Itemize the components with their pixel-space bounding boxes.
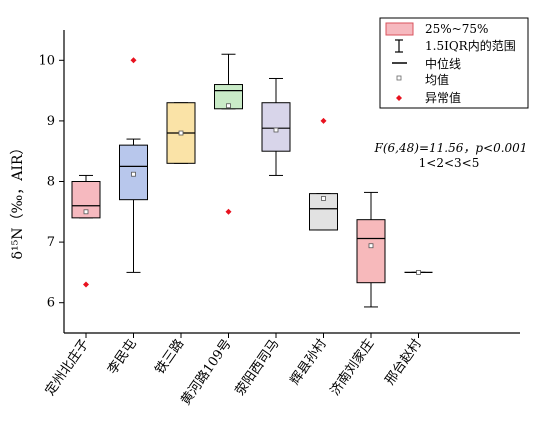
x-tick-label: 辉县孙村 bbox=[288, 337, 330, 388]
box-2 bbox=[119, 57, 148, 273]
box-8 bbox=[404, 269, 433, 275]
mean-marker bbox=[178, 130, 184, 136]
outlier-point bbox=[225, 208, 232, 215]
x-tick-label: 济南刘家庄 bbox=[327, 336, 377, 398]
iqr-box bbox=[261, 102, 291, 152]
legend-whisker-swatch bbox=[395, 39, 403, 53]
y-axis-label: δ¹⁵N（‰，AIR） bbox=[10, 141, 26, 260]
box-6 bbox=[309, 117, 338, 231]
x-tick-label: 铁三路 bbox=[152, 336, 187, 377]
mean-marker bbox=[416, 269, 421, 275]
mean-marker bbox=[83, 209, 89, 215]
legend-item-mean: 均值 bbox=[425, 72, 449, 87]
outlier-point bbox=[83, 281, 89, 288]
box-4 bbox=[214, 53, 243, 215]
x-tick-label: 邢台赵村 bbox=[383, 337, 425, 388]
y-tick-label: 8 bbox=[47, 175, 55, 190]
y-tick-label: 7 bbox=[47, 235, 55, 250]
legend-item-median: 中位线 bbox=[425, 56, 461, 71]
order-annotation: 1<2<3<5 bbox=[419, 156, 480, 170]
y-tick-label: 10 bbox=[38, 53, 55, 68]
legend-box-swatch bbox=[385, 22, 414, 36]
y-ticks: 6 7 8 9 10 bbox=[38, 53, 64, 311]
boxes bbox=[71, 53, 433, 308]
outlier-point bbox=[130, 57, 137, 64]
mean-marker bbox=[226, 103, 231, 109]
y-tick-label: 9 bbox=[47, 114, 55, 129]
box-3 bbox=[166, 102, 196, 164]
x-tick-label: 李民屯 bbox=[105, 337, 140, 378]
legend-item-whisker: 1.5IQR内的范围 bbox=[425, 38, 516, 53]
y-tick-label: 6 bbox=[47, 296, 55, 311]
stat-annotation: F(6,48)=11.56，p<0.001 bbox=[374, 141, 528, 155]
iqr-box bbox=[356, 219, 386, 284]
legend-item-outlier: 异常值 bbox=[425, 90, 461, 105]
legend-mean-swatch bbox=[396, 75, 402, 81]
x-tick-label: 黄河路109号 bbox=[178, 336, 235, 408]
legend-item-box: 25%~75% bbox=[425, 22, 488, 36]
box-1 bbox=[71, 174, 101, 288]
legend: 25%~75% 1.5IQR内的范围 中位线 均值 异常值 bbox=[379, 17, 529, 109]
x-tick-label: 定州北庄子 bbox=[42, 336, 92, 398]
box-5 bbox=[261, 77, 291, 176]
legend-outlier-swatch bbox=[396, 95, 402, 101]
mean-marker bbox=[273, 127, 279, 133]
mean-marker bbox=[131, 171, 136, 177]
mean-marker bbox=[321, 196, 326, 201]
outlier-point bbox=[320, 117, 327, 124]
mean-marker bbox=[368, 243, 374, 249]
box-7 bbox=[356, 191, 386, 308]
x-tick-label: 荥阳西司马 bbox=[233, 337, 283, 399]
